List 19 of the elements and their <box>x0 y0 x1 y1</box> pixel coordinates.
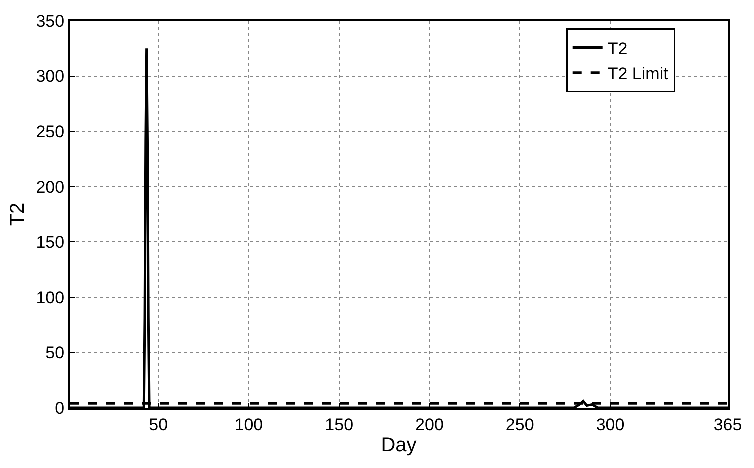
x-tick-label: 200 <box>416 415 444 434</box>
legend-label: T2 <box>608 39 628 58</box>
y-tick-label: 50 <box>46 344 65 363</box>
x-tick-label: 300 <box>596 415 625 434</box>
y-tick-label: 300 <box>36 67 65 86</box>
x-tick-label: 365 <box>714 415 742 434</box>
y-tick-label: 200 <box>36 178 65 197</box>
x-tick-label: 50 <box>149 415 168 434</box>
y-tick-label: 150 <box>36 233 65 252</box>
x-tick-label: 100 <box>234 415 264 434</box>
x-tick-label: 250 <box>506 415 534 434</box>
x-axis-title: Day <box>381 434 417 456</box>
y-tick-label: 0 <box>55 398 65 418</box>
y-tick-label: 350 <box>36 12 65 31</box>
legend-label: T2 Limit <box>608 64 669 84</box>
x-tick-label: 150 <box>325 415 354 434</box>
y-tick-label: 250 <box>36 122 65 142</box>
y-axis-title: T2 <box>7 202 30 226</box>
y-tick-label: 100 <box>36 288 65 308</box>
